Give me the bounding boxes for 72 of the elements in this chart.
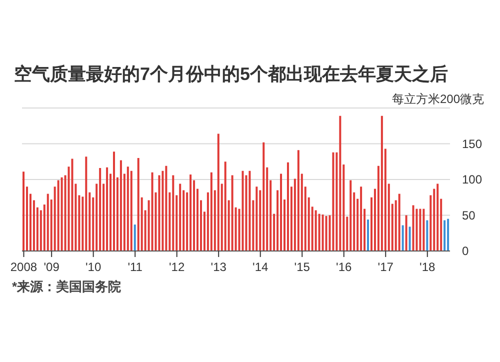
bar: [380, 116, 383, 251]
bar: [350, 180, 352, 251]
bar: [339, 116, 342, 251]
y-axis-title: 每立方米200微克: [392, 91, 484, 108]
bar: [137, 158, 140, 251]
bar: [165, 166, 168, 251]
bar: [112, 152, 115, 251]
bar: [426, 220, 428, 251]
bar: [436, 184, 439, 251]
x-tick-label: '18: [420, 260, 436, 274]
bar: [126, 166, 129, 251]
x-tick-label: '16: [336, 260, 352, 274]
bar: [325, 216, 328, 251]
bar: [360, 186, 362, 251]
bar: [134, 224, 136, 251]
bar: [245, 175, 248, 251]
bar: [256, 186, 258, 251]
bar: [318, 214, 320, 251]
text: *来源：美国国务院: [12, 278, 122, 296]
bar: [22, 172, 25, 251]
bar: [297, 150, 300, 251]
bar: [447, 218, 450, 251]
bar: [231, 175, 234, 251]
bar: [444, 220, 446, 251]
bar: [60, 177, 63, 251]
bar: [402, 225, 404, 251]
chart-title: 空气质量最好的7个月份中的5个都出现在去年夏天之后: [14, 63, 448, 86]
bar: [71, 158, 74, 251]
bar: [314, 210, 317, 251]
bar: [262, 142, 265, 251]
x-tick-label: '12: [169, 260, 185, 274]
bar: [332, 152, 334, 251]
bar: [99, 168, 102, 251]
bar: [85, 156, 88, 251]
bar: [46, 194, 49, 251]
bar: [217, 134, 220, 251]
bar: [322, 214, 324, 251]
y-tick-label: 0: [462, 244, 469, 258]
bar: [248, 170, 251, 251]
bar: [130, 170, 132, 251]
bar: [158, 175, 160, 251]
x-tick-label: 2008: [10, 260, 38, 274]
y-tick-label: 50: [462, 208, 476, 222]
bar: [120, 160, 122, 251]
y-tick-label: 100: [462, 172, 482, 186]
x-tick-label: '15: [294, 260, 310, 274]
x-tick-label: '14: [252, 260, 268, 274]
bar: [367, 220, 370, 251]
bar: [405, 215, 408, 251]
bar: [416, 208, 418, 251]
x-tick-label: '11: [128, 260, 143, 274]
x-tick-label: '09: [44, 260, 60, 274]
y-tick-label: 150: [462, 136, 482, 151]
bar: [422, 208, 425, 251]
bar: [242, 170, 244, 251]
x-tick-label: '17: [378, 260, 394, 274]
bar: [151, 172, 154, 251]
bar: [106, 167, 108, 251]
bar: [412, 205, 414, 251]
bar: [286, 162, 289, 251]
bar: [398, 194, 400, 251]
x-tick-label: '10: [86, 260, 102, 274]
bar: [190, 174, 192, 251]
bar: [179, 184, 182, 251]
bar: [224, 162, 226, 251]
bar: [57, 180, 60, 251]
bar: [419, 208, 422, 251]
bar: [210, 172, 212, 251]
bar: [172, 175, 174, 251]
bar: [280, 174, 282, 251]
bar: [408, 226, 411, 251]
x-tick-label: '13: [210, 260, 227, 274]
